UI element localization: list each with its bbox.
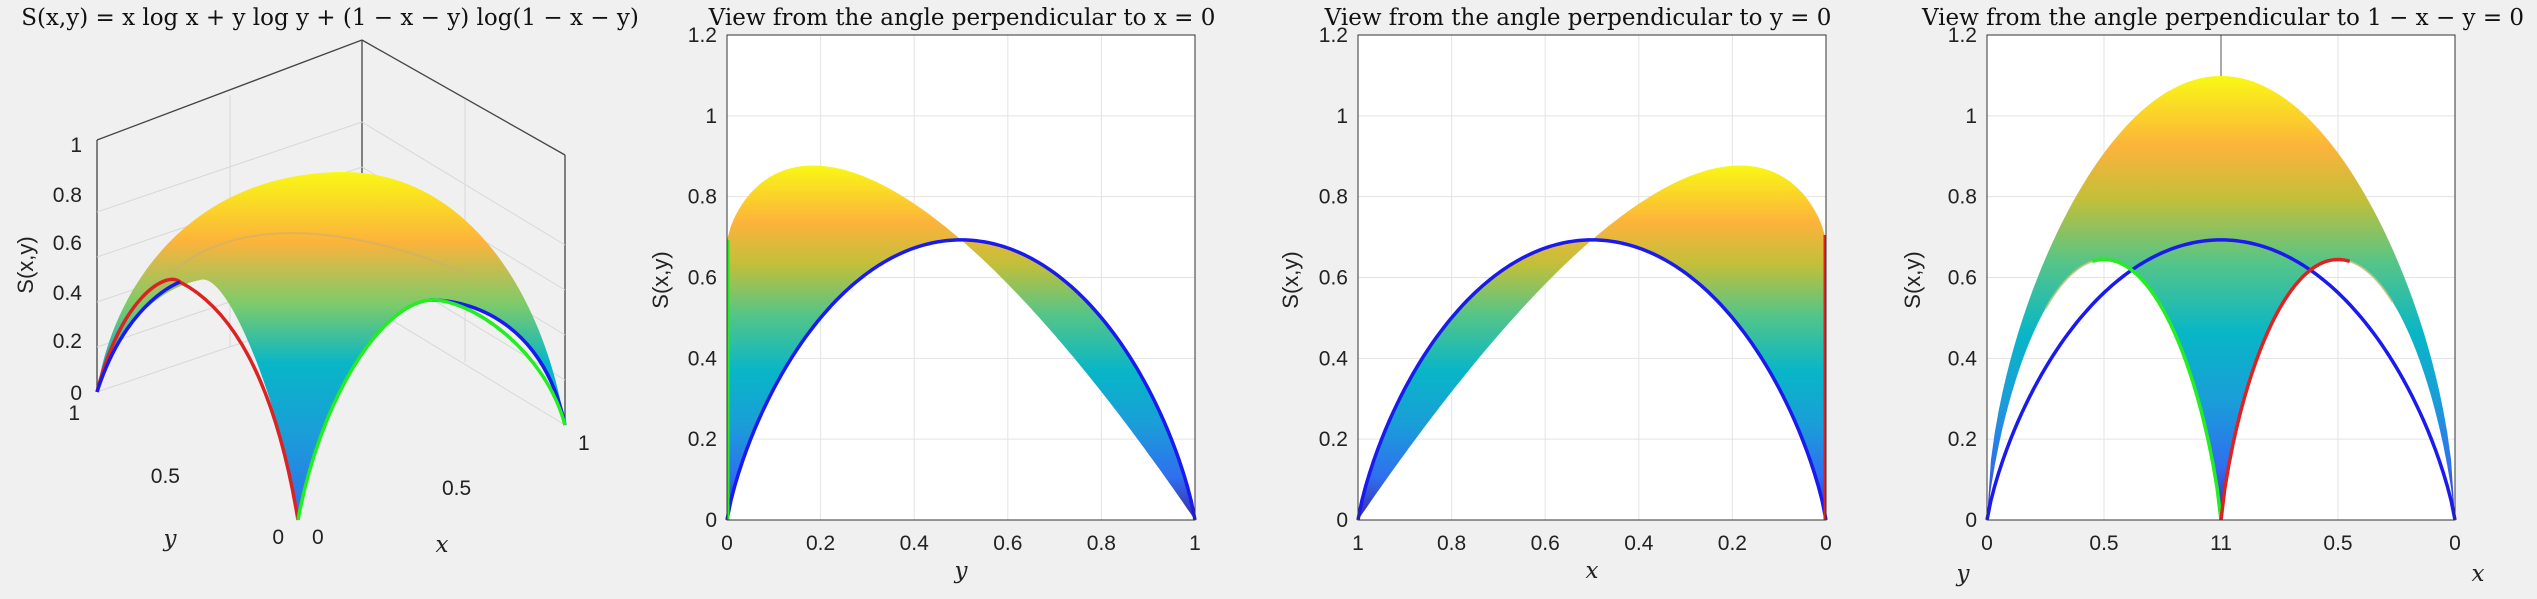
x-axis-label: x (2472, 561, 2485, 587)
panel-view-diag: View from the angle perpendicular to 1 −… (1900, 5, 2524, 587)
y-tick-label: 1 (1965, 105, 1977, 128)
z-tick-0: 0 (70, 382, 82, 405)
edge-curve-red (95, 277, 300, 521)
x-tick-1: 1 (578, 432, 590, 455)
edge-curve-blue (95, 280, 181, 393)
x-axis-label: x (1586, 558, 1599, 584)
x-tick-0: 0 (312, 526, 324, 549)
x-tick-label: 0.8 (1087, 532, 1116, 555)
y-tick-label: 0.8 (1319, 186, 1348, 209)
y-tick-1: 1 (68, 402, 80, 425)
frame (1986, 34, 2456, 521)
y-tick-label: 0.6 (1948, 267, 1977, 290)
curve-blue (1356, 238, 1828, 521)
surface-projection (727, 165, 1195, 520)
edge-curve-green (296, 298, 567, 521)
x-ticks: 0 0.2 0.4 0.6 0.8 1 (721, 532, 1201, 555)
x-ticks: 1 0.8 0.6 0.4 0.2 0 (1352, 532, 1832, 555)
panel-view-x0: View from the angle perpendicular to x =… (648, 5, 1215, 584)
z-tick-1: 0.2 (53, 330, 82, 353)
y-tick-label: 0.2 (1319, 428, 1348, 451)
x-tick-label: 0 (721, 532, 733, 555)
y-tick-label: 1.2 (1948, 24, 1977, 47)
curve-red (2219, 257, 2351, 521)
x-tick-label: 0 (1820, 532, 1832, 555)
entropy-surface (97, 171, 565, 520)
x-tick-label: 0.4 (1624, 532, 1654, 555)
x-tick-label: 0 (1981, 532, 1993, 555)
x-tick-label: 1 (1352, 532, 1364, 555)
y-tick-05: 0.5 (151, 465, 180, 488)
y-ticks: 0 0.2 0.4 0.6 0.8 1 1.2 (1319, 24, 1349, 532)
y-axis-label: y (163, 526, 178, 552)
y-tick-label: 0.2 (688, 428, 717, 451)
y-tick-label: 0.4 (688, 347, 718, 370)
chart-title: View from the angle perpendicular to y =… (1324, 5, 1832, 31)
y-tick-label: 1.2 (688, 24, 717, 47)
y-ticks: 0 0.2 0.4 0.6 0.8 1 1.2 (688, 24, 718, 532)
frame (1357, 34, 1827, 521)
y-tick-label: 0 (1336, 509, 1348, 532)
panel-3d-surface: S(x,y) = x log x + y log y + (1 − x − y)… (13, 5, 639, 558)
x-tick-label: 0.6 (993, 532, 1022, 555)
y-axis-label: S(x,y) (1900, 251, 1925, 308)
y-tick-label: 1 (705, 105, 717, 128)
x-tick-label: 0 (2449, 532, 2461, 555)
y-tick-0: 0 (272, 526, 284, 549)
ghost-surface-left (2044, 258, 2101, 310)
z-tick-2: 0.4 (53, 282, 83, 305)
y-tick-label: 0 (1965, 509, 1977, 532)
x-tick-label: 0.6 (1531, 532, 1560, 555)
surface-back-ridge (159, 232, 471, 286)
x-axis-label: y (954, 558, 969, 584)
x-tick-label: 0.5 (2323, 532, 2352, 555)
y-tick-label: 0.4 (1319, 347, 1349, 370)
surface-projection (1987, 76, 2455, 520)
y-ticks: 0 0.2 0.4 0.6 0.8 1 1.2 (1948, 24, 1978, 532)
curve-green (2091, 257, 2223, 521)
x-axis-label: x (436, 532, 449, 558)
x-tick-label: 0.5 (2089, 532, 2118, 555)
x-tick-label: 0.2 (806, 532, 835, 555)
extra-axis-label: y (1956, 561, 1971, 587)
z-tick-5: 1 (70, 134, 82, 157)
curve-blue (1985, 238, 2457, 521)
z-tick-4: 0.8 (53, 184, 82, 207)
frame (726, 34, 1196, 521)
x-ticks: 0 0.5 11 0.5 0 (1981, 532, 2461, 555)
x-tick-label: 1 (1189, 532, 1201, 555)
x-tick-label: 0.8 (1437, 532, 1466, 555)
x-tick-label: 11 (2210, 532, 2232, 555)
z-tick-3: 0.6 (53, 232, 82, 255)
y-tick-label: 0.4 (1948, 347, 1978, 370)
panel-view-y0: View from the angle perpendicular to y =… (1278, 5, 1832, 584)
chart-title: View from the angle perpendicular to 1 −… (1921, 5, 2524, 31)
chart-title: View from the angle perpendicular to x =… (708, 5, 1216, 31)
chart-title: S(x,y) = x log x + y log y + (1 − x − y)… (21, 5, 639, 31)
y-tick-label: 0.6 (688, 267, 717, 290)
x-tick-label: 0.4 (900, 532, 930, 555)
y-tick-label: 1 (1336, 105, 1348, 128)
y-axis-label: S(x,y) (1278, 251, 1303, 308)
curve-blue (725, 238, 1197, 521)
z-axis-label: S(x,y) (13, 236, 38, 293)
surface-projection (1358, 165, 1826, 520)
y-tick-label: 0.8 (688, 186, 717, 209)
y-tick-label: 0.8 (1948, 186, 1977, 209)
y-tick-label: 0 (705, 509, 717, 532)
x-tick-label: 0.2 (1718, 532, 1747, 555)
y-axis-label: S(x,y) (648, 251, 673, 308)
y-tick-label: 1.2 (1319, 24, 1348, 47)
y-tick-label: 0.6 (1319, 267, 1348, 290)
x-tick-05: 0.5 (442, 477, 471, 500)
y-tick-label: 0.2 (1948, 428, 1977, 451)
